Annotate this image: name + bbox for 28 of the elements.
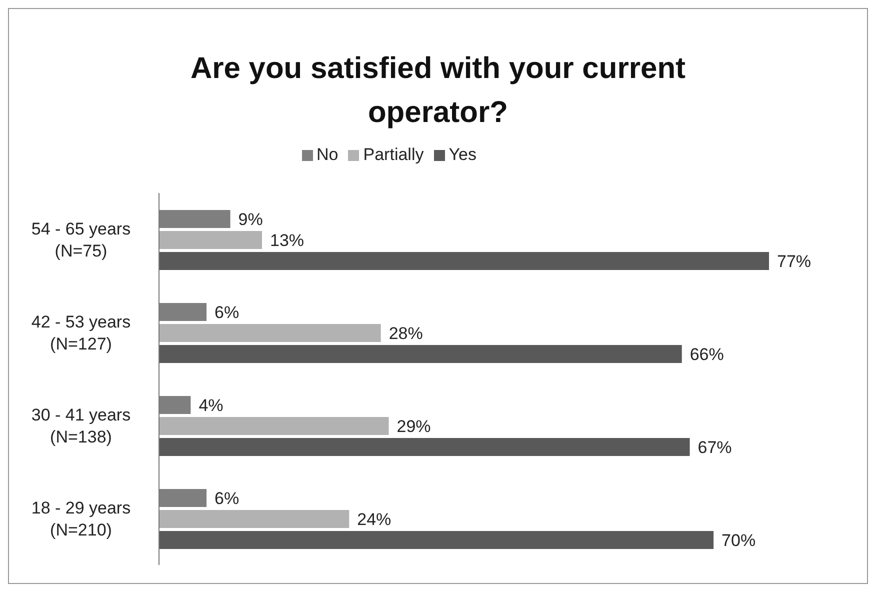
legend-label: No	[316, 145, 338, 164]
data-label: 77%	[777, 252, 812, 271]
legend-label: Partially	[363, 145, 424, 164]
data-label: 4%	[198, 396, 224, 415]
chart-title: Are you satisfied with your current operator?	[189, 51, 687, 131]
bar	[159, 345, 682, 363]
data-label: 6%	[214, 303, 240, 322]
data-label: 6%	[214, 489, 240, 508]
y-tick-label: 18 - 29 years (N=210)	[31, 498, 131, 540]
bar	[159, 231, 262, 249]
bar	[159, 531, 714, 549]
y-tick-label: 42 - 53 years (N=127)	[31, 312, 131, 354]
legend-label: Yes	[448, 145, 476, 164]
data-label: 24%	[357, 510, 392, 529]
bar	[159, 510, 350, 528]
data-label: 13%	[270, 231, 304, 250]
data-label: 28%	[388, 324, 423, 343]
data-label: 66%	[690, 345, 724, 364]
data-label: 29%	[396, 417, 431, 436]
y-tick-label: 30 - 41 years (N=138)	[31, 406, 131, 446]
bar	[159, 438, 690, 456]
bar	[159, 252, 769, 270]
data-label: 70%	[722, 531, 756, 550]
data-label: 9%	[238, 210, 263, 229]
bar	[159, 417, 389, 435]
data-label: 67%	[698, 438, 732, 457]
y-tick-label: 54 - 65 years (N=75)	[31, 220, 131, 260]
bar	[159, 324, 381, 342]
